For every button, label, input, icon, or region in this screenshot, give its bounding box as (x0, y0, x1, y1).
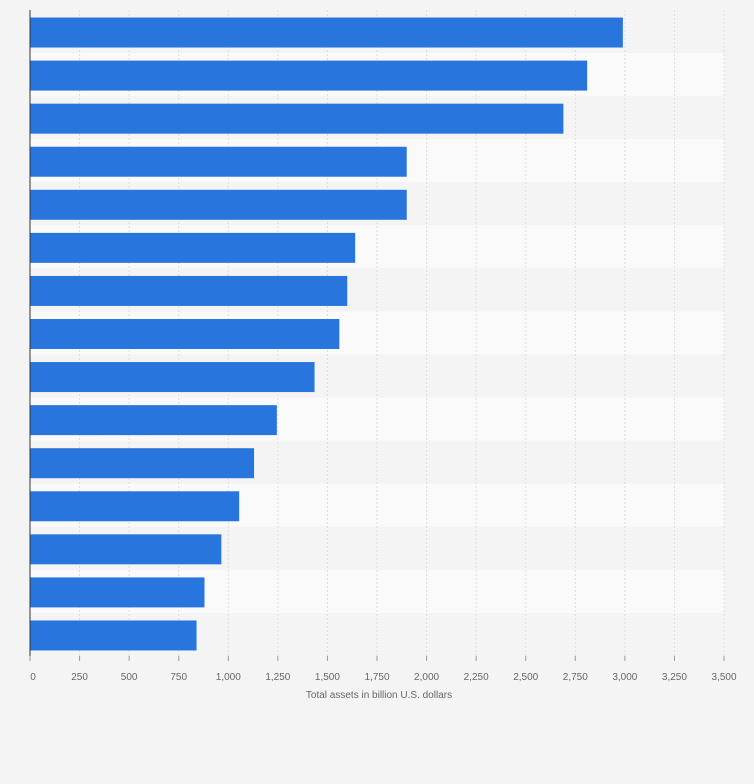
tick-label: 750 (170, 672, 187, 683)
bar (30, 491, 240, 522)
bar (30, 60, 588, 91)
bar (30, 17, 623, 48)
tick-label: 3,250 (662, 672, 687, 683)
tick-label: 1,000 (216, 672, 241, 683)
tick-label: 250 (71, 672, 88, 683)
tick-label: 2,000 (414, 672, 439, 683)
bar (30, 275, 348, 306)
bar (30, 146, 407, 177)
x-axis-label: Total assets in billion U.S. dollars (306, 690, 452, 701)
bar (30, 620, 197, 651)
tick-label: 3,000 (612, 672, 637, 683)
bar (30, 448, 255, 479)
tick-label: 1,250 (265, 672, 290, 683)
tick-label: 2,500 (513, 672, 538, 683)
bar (30, 189, 407, 220)
bar (30, 362, 315, 393)
tick-label: 1,750 (364, 672, 389, 683)
tick-label: 1,500 (315, 672, 340, 683)
tick-label: 2,250 (464, 672, 489, 683)
bar (30, 319, 340, 349)
x-axis-ticks: 0 250 500 750 1,000 1,250 1,500 1,750 2,000 2,250… (29, 656, 737, 683)
tick-label: 500 (121, 672, 138, 683)
tick-label: 2,750 (563, 672, 588, 683)
bar (30, 405, 277, 436)
bar (30, 577, 205, 608)
bar (30, 103, 564, 134)
tick-label: 3,500 (711, 672, 736, 683)
tick-label: 0 (30, 672, 36, 683)
bar (30, 534, 222, 565)
bar (30, 232, 356, 263)
bars (30, 17, 623, 651)
